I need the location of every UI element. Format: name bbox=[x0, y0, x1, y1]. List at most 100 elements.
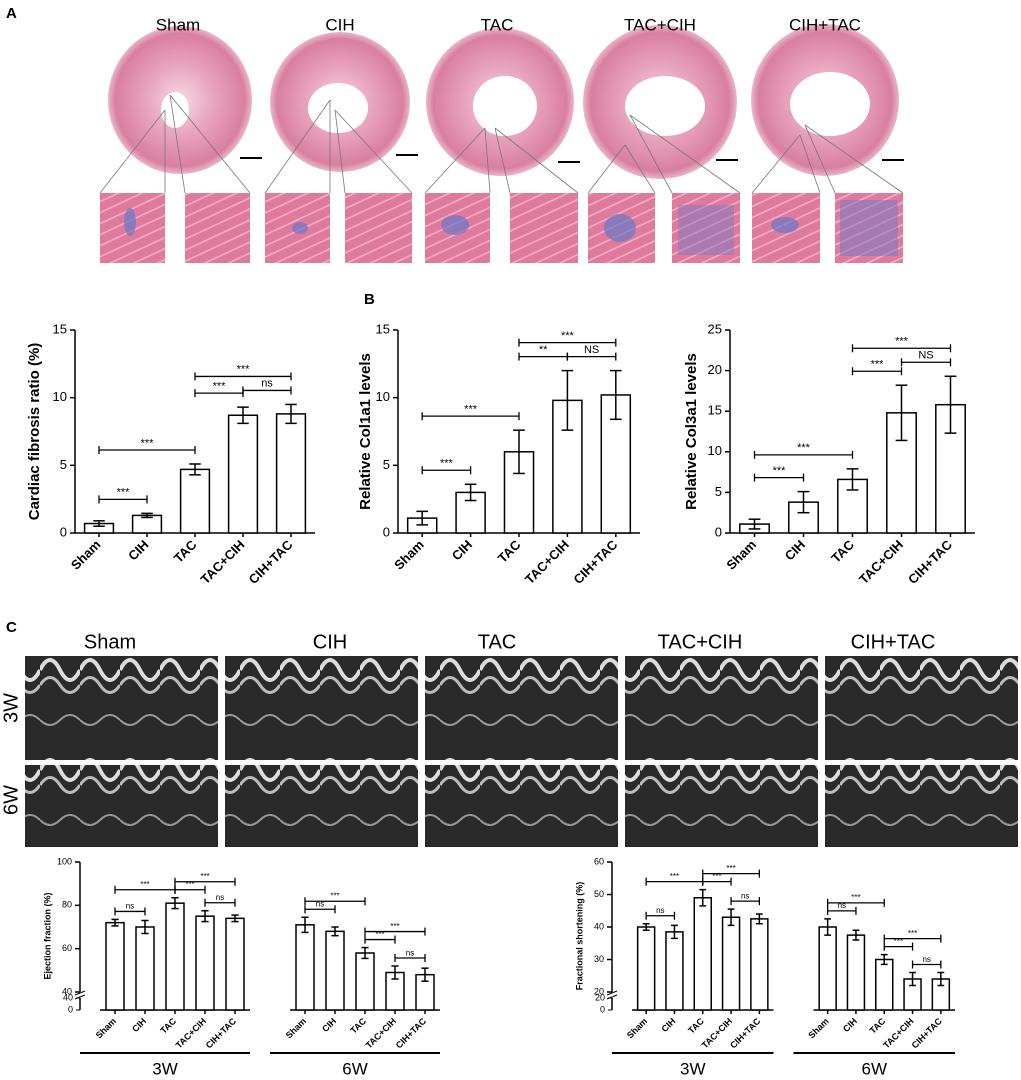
x-tick-label: Sham bbox=[94, 1016, 118, 1040]
y-tick-label: 5 bbox=[383, 457, 390, 472]
x-tick-label: TAC+CIH bbox=[856, 537, 906, 587]
group-title: CIH bbox=[313, 631, 347, 653]
histology-images bbox=[99, 24, 904, 263]
significance-label: *** bbox=[851, 893, 860, 902]
significance-label: *** bbox=[894, 937, 903, 946]
x-tick-label: Sham bbox=[391, 537, 427, 573]
significance-label: *** bbox=[464, 403, 478, 415]
y-tick-label: 0 bbox=[60, 524, 67, 539]
group-title: TAC bbox=[478, 631, 517, 653]
bar bbox=[135, 926, 155, 1011]
bar bbox=[179, 468, 211, 534]
x-tick-label: TAC+CIH bbox=[364, 1016, 398, 1050]
significance-label: *** bbox=[375, 930, 384, 939]
x-tick-label: TAC bbox=[348, 1016, 368, 1036]
x-tick-label: TAC+CIH bbox=[174, 1016, 208, 1050]
x-tick-label: CIH bbox=[125, 537, 151, 563]
x-tick-label: CIH+TAC bbox=[728, 1016, 763, 1051]
x-tick-label: CIH bbox=[660, 1016, 678, 1034]
significance-label: ns bbox=[922, 955, 930, 964]
significance-label: *** bbox=[712, 872, 721, 881]
y-tick-label: 40 bbox=[594, 921, 604, 931]
y-tick-label: 0 bbox=[68, 1004, 73, 1014]
y-tick-label: 0 bbox=[383, 524, 390, 539]
x-tick-label: CIH bbox=[320, 1016, 338, 1034]
significance-label: ns bbox=[741, 891, 749, 900]
x-tick-label: TAC+CIH bbox=[198, 537, 248, 587]
significance-label: ** bbox=[539, 344, 548, 356]
significance-label: *** bbox=[440, 458, 454, 470]
row-label: 3W bbox=[0, 693, 22, 723]
bar bbox=[225, 917, 245, 1011]
significance-label: *** bbox=[200, 872, 209, 881]
group-title: TAC+CIH bbox=[624, 15, 696, 34]
bar bbox=[275, 413, 307, 534]
bar bbox=[818, 926, 837, 1011]
group-title: TAC+CIH bbox=[658, 631, 743, 653]
y-tick-label: 20 bbox=[595, 992, 605, 1002]
x-tick-label: Sham bbox=[284, 1016, 308, 1040]
x-tick-label: CIH+TAC bbox=[910, 1016, 945, 1051]
axis-break bbox=[606, 990, 618, 996]
x-tick-label: CIH bbox=[449, 537, 475, 563]
y-axis-label: Relative Col3a1 levels bbox=[683, 353, 700, 510]
significance-label: *** bbox=[773, 465, 787, 477]
significance-label: *** bbox=[140, 880, 149, 889]
x-tick-label: CIH bbox=[130, 1016, 148, 1034]
axis-break bbox=[74, 990, 86, 996]
y-tick-label: 30 bbox=[594, 954, 604, 964]
x-tick-label: TAC bbox=[158, 1016, 178, 1036]
y-tick-label: 20 bbox=[708, 362, 722, 377]
significance-label: *** bbox=[330, 892, 339, 901]
significance-label: *** bbox=[213, 380, 227, 392]
group-title: CIH+TAC bbox=[851, 631, 936, 653]
echocardiography-images bbox=[25, 656, 1018, 847]
significance-label: ns bbox=[406, 948, 414, 957]
significance-label: *** bbox=[670, 872, 679, 881]
group-title: Sham bbox=[156, 15, 200, 34]
group-label: 6W bbox=[862, 1059, 888, 1078]
x-tick-label: Sham bbox=[625, 1016, 649, 1040]
x-tick-label: TAC bbox=[171, 537, 200, 566]
y-tick-label: 5 bbox=[60, 457, 67, 472]
y-tick-label: 10 bbox=[53, 389, 67, 404]
y-tick-label: 25 bbox=[708, 321, 722, 336]
significance-label: ns bbox=[316, 900, 324, 909]
significance-label: ns bbox=[261, 378, 273, 390]
y-tick-label: 5 bbox=[715, 484, 722, 499]
group-title: Sham bbox=[84, 631, 136, 653]
bar bbox=[636, 926, 656, 1011]
row-label: 6W bbox=[0, 785, 22, 815]
y-axis-label: Relative Col1a1 levels bbox=[357, 353, 374, 510]
significance-label: ns bbox=[216, 893, 224, 902]
group-label: 3W bbox=[152, 1059, 178, 1078]
y-tick-label: 80 bbox=[62, 900, 72, 910]
bar bbox=[227, 414, 259, 534]
bar bbox=[195, 915, 215, 1011]
significance-label: *** bbox=[141, 437, 155, 449]
y-tick-label: 10 bbox=[376, 389, 390, 404]
bar bbox=[693, 897, 712, 1011]
x-tick-label: TAC bbox=[495, 537, 524, 566]
y-tick-label: 20 bbox=[594, 986, 604, 996]
y-tick-label: 15 bbox=[376, 321, 390, 336]
bar bbox=[295, 924, 315, 1011]
significance-label: *** bbox=[871, 359, 885, 371]
y-tick-label: 60 bbox=[62, 943, 72, 953]
x-tick-label: CIH+TAC bbox=[246, 537, 296, 587]
x-tick-label: Sham bbox=[806, 1016, 830, 1040]
bar bbox=[846, 934, 866, 1011]
panel-label: B bbox=[364, 291, 375, 308]
bar bbox=[875, 958, 894, 1011]
x-tick-label: CIH+TAC bbox=[905, 537, 955, 587]
significance-label: NS bbox=[918, 350, 933, 362]
x-tick-label: CIH bbox=[782, 537, 808, 563]
significance-label: ns bbox=[656, 906, 664, 915]
significance-label: *** bbox=[390, 922, 399, 931]
y-tick-label: 0 bbox=[600, 1004, 605, 1014]
bar bbox=[721, 916, 741, 1011]
x-tick-label: TAC bbox=[686, 1016, 706, 1036]
x-tick-label: CIH bbox=[841, 1016, 859, 1034]
group-label: 3W bbox=[680, 1059, 706, 1078]
